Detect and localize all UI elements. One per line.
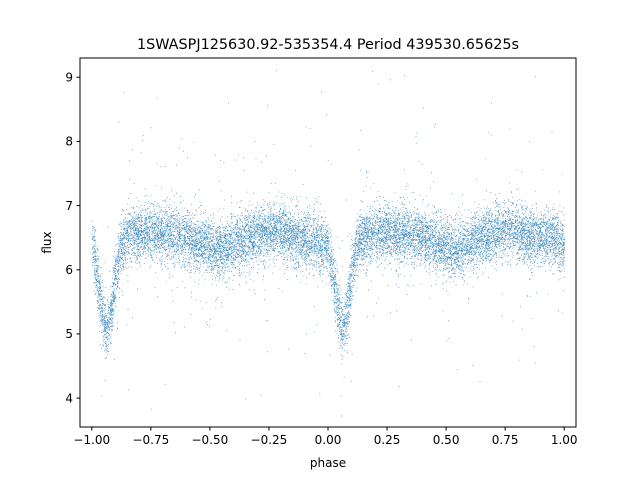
y-tick-label: 5 [65,327,73,341]
data-point-cloud [91,69,566,417]
y-tick-label: 4 [65,391,73,405]
scatter-points [91,69,566,417]
x-tick-label: −1.00 [73,433,110,447]
plot-frame [79,57,577,428]
x-tick-label: 0.00 [315,433,342,447]
x-tick-label: −0.25 [251,433,288,447]
y-tick-label: 9 [65,71,73,85]
x-axis-label: phase [310,456,346,470]
y-axis-label: flux [40,231,54,253]
x-axis-ticks: −1.00 −0.75 −0.50 −0.25 0.00 0.25 0.50 0.75 1.00 [73,427,578,447]
y-axis-ticks: 4 5 6 7 8 9 [65,71,80,405]
y-tick-label: 8 [65,135,73,149]
x-tick-label: 0.75 [492,433,519,447]
x-tick-label: −0.75 [132,433,169,447]
x-tick-label: 1.00 [551,433,578,447]
y-tick-label: 7 [65,199,73,213]
y-tick-label: 6 [65,263,73,277]
chart-title: 1SWASPJ125630.92-535354.4 Period 439530.… [137,37,519,53]
x-tick-label: 0.25 [374,433,401,447]
x-tick-label: 0.50 [433,433,460,447]
x-tick-label: −0.50 [192,433,229,447]
